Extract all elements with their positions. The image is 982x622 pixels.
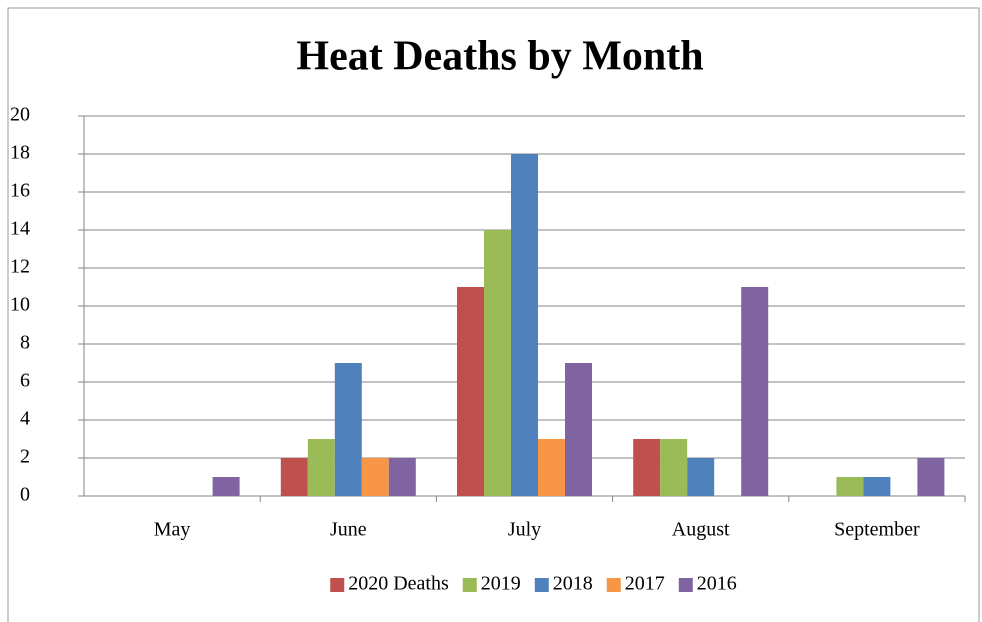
bar bbox=[836, 477, 864, 496]
y-tick-label: 16 bbox=[10, 180, 30, 202]
chart-border bbox=[7, 7, 980, 622]
y-tick-label: 10 bbox=[10, 294, 30, 316]
bar bbox=[361, 458, 389, 496]
legend-label: 2018 bbox=[553, 573, 593, 595]
y-tick-label: 14 bbox=[10, 218, 30, 240]
y-tick-label: 8 bbox=[20, 332, 30, 354]
bar bbox=[334, 363, 362, 496]
legend-swatch bbox=[330, 578, 345, 592]
x-tick-label: May bbox=[154, 519, 191, 541]
legend-label: 2020 Deaths bbox=[348, 573, 449, 595]
bar bbox=[633, 439, 661, 496]
bar bbox=[741, 287, 769, 496]
bar bbox=[212, 477, 240, 496]
y-tick-label: 18 bbox=[10, 142, 30, 164]
bar bbox=[511, 154, 538, 496]
legend-label: 2019 bbox=[481, 573, 521, 595]
bar bbox=[457, 287, 484, 496]
x-tick-label: June bbox=[330, 519, 367, 541]
bar bbox=[565, 363, 592, 496]
x-tick-label: August bbox=[672, 519, 730, 541]
bar bbox=[280, 458, 308, 496]
legend-swatch bbox=[462, 578, 477, 592]
legend-label: 2017 bbox=[625, 573, 665, 595]
legend-swatch bbox=[534, 578, 549, 592]
x-tick-label: September bbox=[834, 519, 920, 541]
y-tick-label: 2 bbox=[20, 446, 30, 468]
chart-title: Heat Deaths by Month bbox=[296, 34, 703, 80]
y-tick-label: 12 bbox=[10, 256, 30, 278]
y-tick-label: 4 bbox=[20, 408, 30, 430]
bar bbox=[307, 439, 335, 496]
legend-swatch bbox=[606, 578, 621, 592]
bar bbox=[484, 230, 511, 496]
y-tick-label: 20 bbox=[10, 104, 30, 126]
y-tick-label: 0 bbox=[20, 484, 30, 506]
bar bbox=[863, 477, 891, 496]
bar bbox=[538, 439, 565, 496]
bar bbox=[687, 458, 715, 496]
bar bbox=[660, 439, 688, 496]
legend-swatch bbox=[678, 578, 693, 592]
bar bbox=[917, 458, 945, 496]
x-tick-label: July bbox=[508, 519, 541, 541]
y-tick-label: 6 bbox=[20, 370, 30, 392]
bar bbox=[388, 458, 416, 496]
legend-label: 2016 bbox=[697, 573, 737, 595]
